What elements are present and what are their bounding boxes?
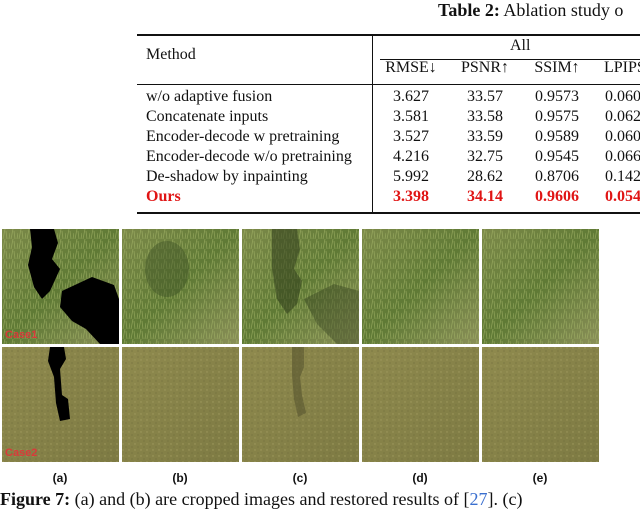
group-header-all: All	[510, 37, 531, 54]
sub-label-b: (b)	[172, 471, 188, 485]
row-value: 0.8706	[535, 168, 579, 185]
column-header-rmse: RMSE↓	[385, 59, 437, 76]
row-value: 3.527	[393, 128, 429, 145]
case1-label: Case1	[5, 329, 38, 341]
case2-label: Case2	[5, 447, 38, 459]
row-value: 0.9575	[535, 108, 579, 125]
row-value: 0.062	[605, 108, 640, 125]
row-value: 33.58	[467, 108, 503, 125]
row-method: Concatenate inputs	[146, 108, 269, 125]
row-value: 3.627	[393, 88, 429, 105]
row-method: w/o adaptive fusion	[146, 88, 273, 105]
sub-label-d: (d)	[412, 471, 428, 485]
table-caption-label: Table 2:	[438, 0, 500, 20]
row-value: 28.62	[467, 168, 503, 185]
row-method: Encoder-decode w/o pretraining	[146, 148, 352, 165]
case2-image-b	[122, 347, 239, 462]
column-header-ssim: SSIM↑	[534, 59, 580, 76]
group-header-rule	[380, 59, 640, 60]
table-header-rule	[137, 84, 640, 85]
row-value: 0.9589	[535, 128, 579, 145]
row-value: 33.57	[467, 88, 503, 105]
case1-image-a: Case1	[2, 229, 119, 344]
figure-caption: Figure 7: (a) and (b) are cropped images…	[0, 489, 522, 510]
row-value: 0.060	[605, 88, 640, 105]
table-bottom-rule	[137, 212, 640, 214]
case2-image-e	[482, 347, 599, 462]
sub-label-a: (a)	[52, 471, 68, 485]
row-value: 0.060	[605, 128, 640, 145]
case2-image-a: Case2	[2, 347, 119, 462]
case1-image-c	[242, 229, 359, 344]
method-header: Method	[146, 46, 196, 63]
figure-caption-text-1: (a) and (b) are cropped images and resto…	[70, 489, 470, 509]
row-value: 5.992	[393, 168, 429, 185]
row-method: Encoder-decode w pretraining	[146, 128, 340, 145]
case1-image-d	[362, 229, 479, 344]
row-method: De-shadow by inpainting	[146, 168, 308, 185]
ours-row-value: 0.054	[605, 188, 640, 205]
case1-image-b	[122, 229, 239, 344]
row-value: 0.9573	[535, 88, 579, 105]
case2-image-d	[362, 347, 479, 462]
ours-row-method: Ours	[146, 188, 181, 205]
column-header-psnr: PSNR↑	[460, 59, 510, 76]
citation-link[interactable]: 27	[469, 489, 488, 509]
case2-image-c	[242, 347, 359, 462]
table-caption: Table 2: Ablation study o	[438, 0, 623, 21]
row-value: 32.75	[467, 148, 503, 165]
row-value: 0.142	[605, 168, 640, 185]
ours-row-value: 34.14	[467, 188, 503, 205]
row-value: 33.59	[467, 128, 503, 145]
case1-image-e	[482, 229, 599, 344]
ours-row-value: 3.398	[393, 188, 429, 205]
column-header-lpips: LPIPS	[604, 59, 640, 76]
table-vertical-rule	[372, 35, 373, 212]
figure-caption-text-2: ]. (c)	[487, 489, 523, 509]
ours-row-value: 0.9606	[535, 188, 579, 205]
sub-label-e: (e)	[532, 471, 548, 485]
figure-caption-label: Figure 7:	[0, 489, 71, 509]
row-value: 0.9545	[535, 148, 579, 165]
table-caption-text: Ablation study o	[503, 0, 624, 20]
row-value: 0.066	[605, 148, 640, 165]
row-value: 3.581	[393, 108, 429, 125]
row-value: 4.216	[393, 148, 429, 165]
sub-label-c: (c)	[292, 471, 308, 485]
table-top-rule	[137, 34, 640, 36]
